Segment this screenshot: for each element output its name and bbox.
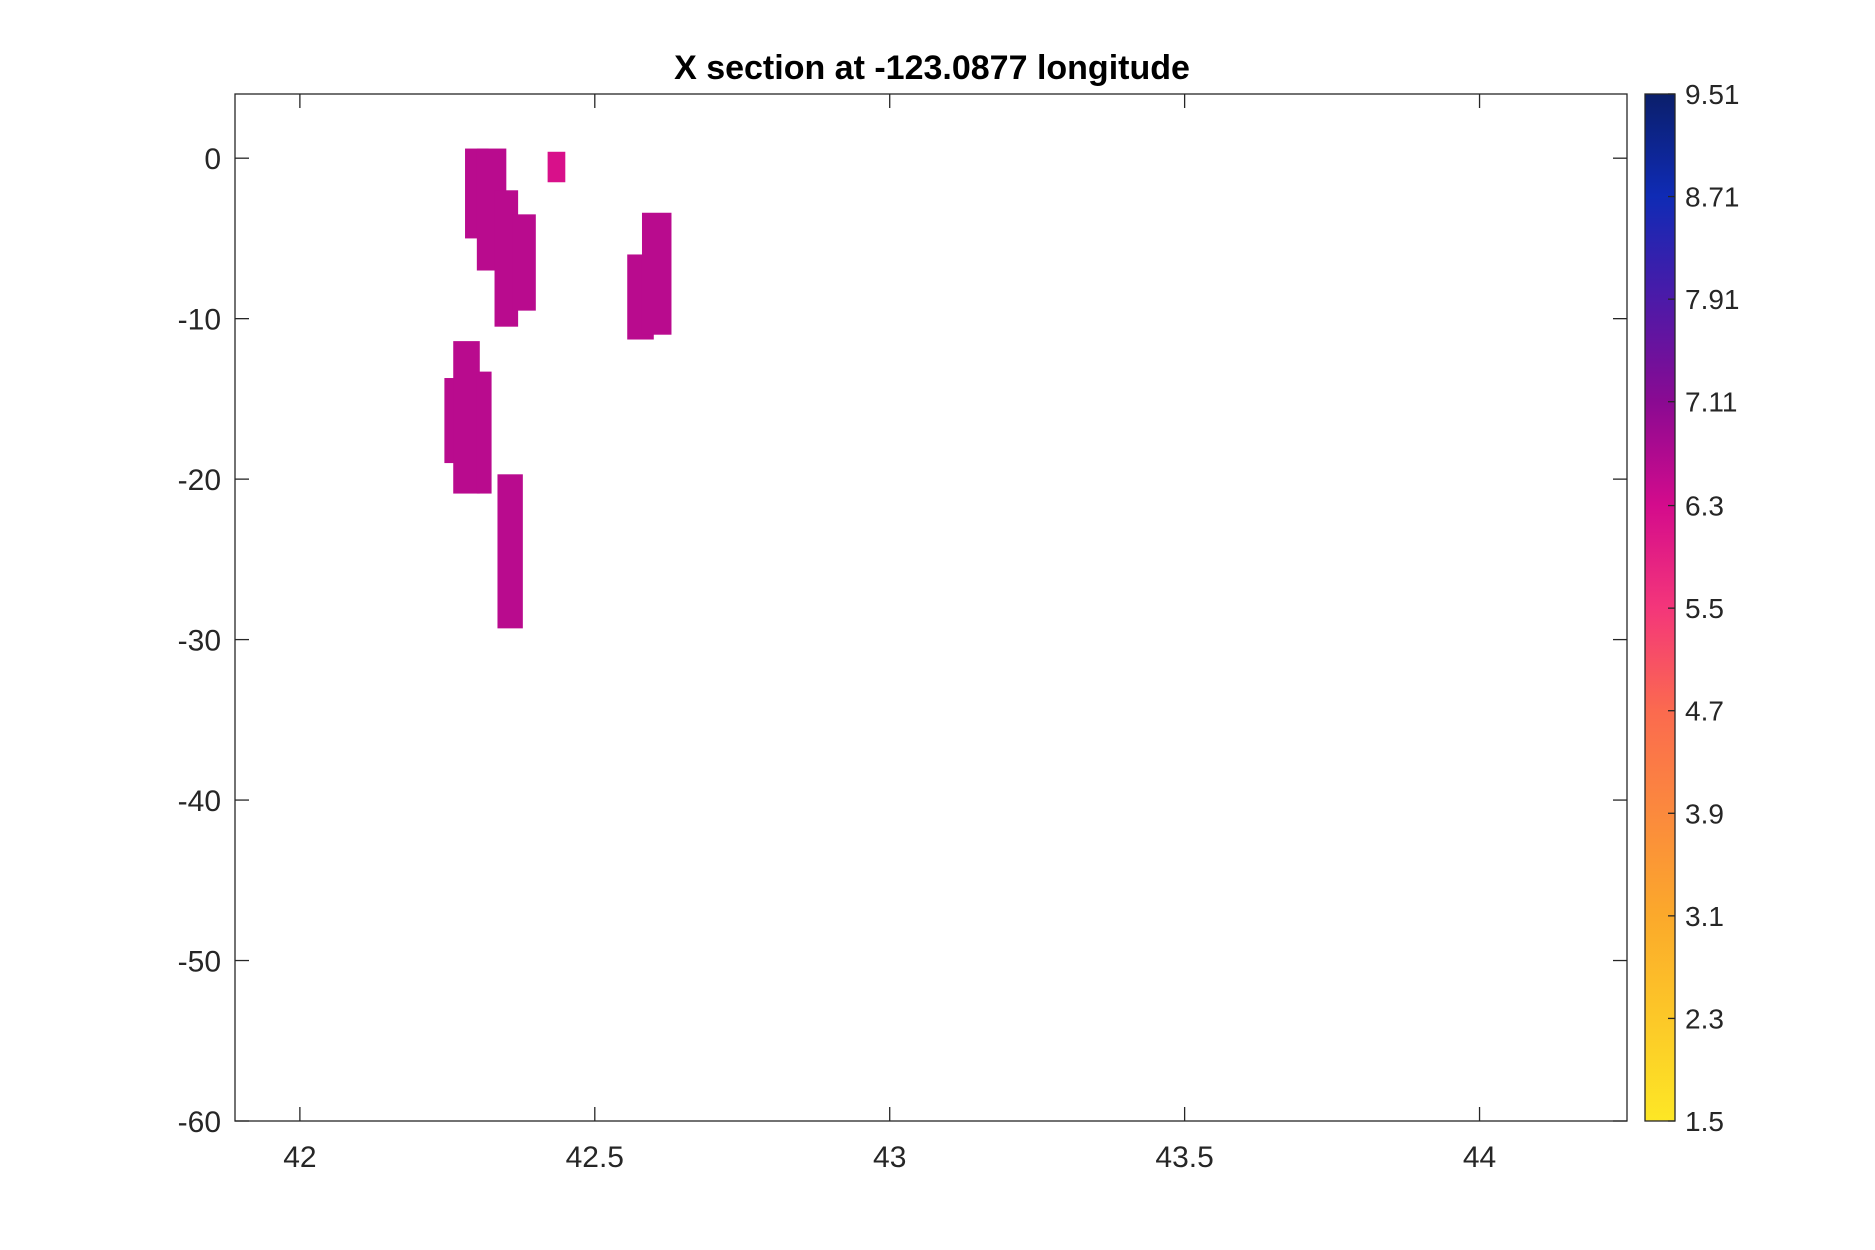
- data-patch-3: [512, 214, 536, 311]
- x-tick-label: 42: [283, 1141, 316, 1174]
- y-tick-label: 0: [204, 143, 221, 176]
- axes-background: [235, 94, 1627, 1121]
- colorbar-ticks: 9.51 8.71 7.91 7.11 6.3 5.5 4.7 3.9 3.1 2.3 1.5: [1668, 79, 1740, 1137]
- data-patches: [444, 148, 672, 629]
- x-tick-label: 43.5: [1155, 1141, 1213, 1174]
- y-tick-label: -30: [178, 625, 221, 658]
- colorbar-tick-label: 6.3: [1685, 491, 1724, 522]
- y-axis: 0 -10 -20 -30 -40 -50 -60: [178, 143, 1627, 1139]
- colorbar-tick-label: 1.5: [1685, 1106, 1724, 1137]
- axes-box: [234, 93, 1628, 1122]
- chart-title: X section at -123.0877 longitude: [674, 49, 1190, 87]
- x-axis: 42 42.5 43 43.5 44: [283, 94, 1496, 1174]
- colorbar-tick-label: 7.11: [1685, 387, 1737, 418]
- y-tick-label: -60: [178, 1106, 221, 1139]
- plot-area: 42 42.5 43 43.5 44 0 -10 -20 -30 -40 -50 -60: [178, 93, 1628, 1174]
- data-patch-9: [476, 371, 492, 494]
- colorbar-tick-label: 7.91: [1685, 284, 1740, 315]
- y-tick-label: -20: [178, 464, 221, 497]
- data-patch-6: [641, 212, 672, 335]
- x-tick-label: 43: [873, 1141, 906, 1174]
- colorbar-tick-label: 3.1: [1685, 901, 1724, 932]
- colorbar-tick-label: 5.5: [1685, 593, 1724, 624]
- y-tick-label: -40: [178, 785, 221, 818]
- x-tick-label: 44: [1463, 1141, 1496, 1174]
- y-tick-label: -50: [178, 946, 221, 979]
- x-tick-label: 42.5: [566, 1141, 624, 1174]
- colorbar-tick-label: 9.51: [1685, 79, 1740, 110]
- data-patch-8: [453, 341, 480, 494]
- data-patch-10: [497, 474, 523, 629]
- colorbar-tick-label: 8.71: [1685, 182, 1740, 213]
- data-patch-4: [547, 151, 566, 183]
- y-tick-label: -10: [178, 304, 221, 337]
- colorbar-tick-label: 4.7: [1685, 696, 1724, 727]
- colorbar: 9.51 8.71 7.91 7.11 6.3 5.5 4.7 3.9 3.1 2.3 1.5: [1644, 79, 1740, 1137]
- colorbar-tick-label: 2.3: [1685, 1003, 1724, 1034]
- colorbar-tick-label: 3.9: [1685, 798, 1724, 829]
